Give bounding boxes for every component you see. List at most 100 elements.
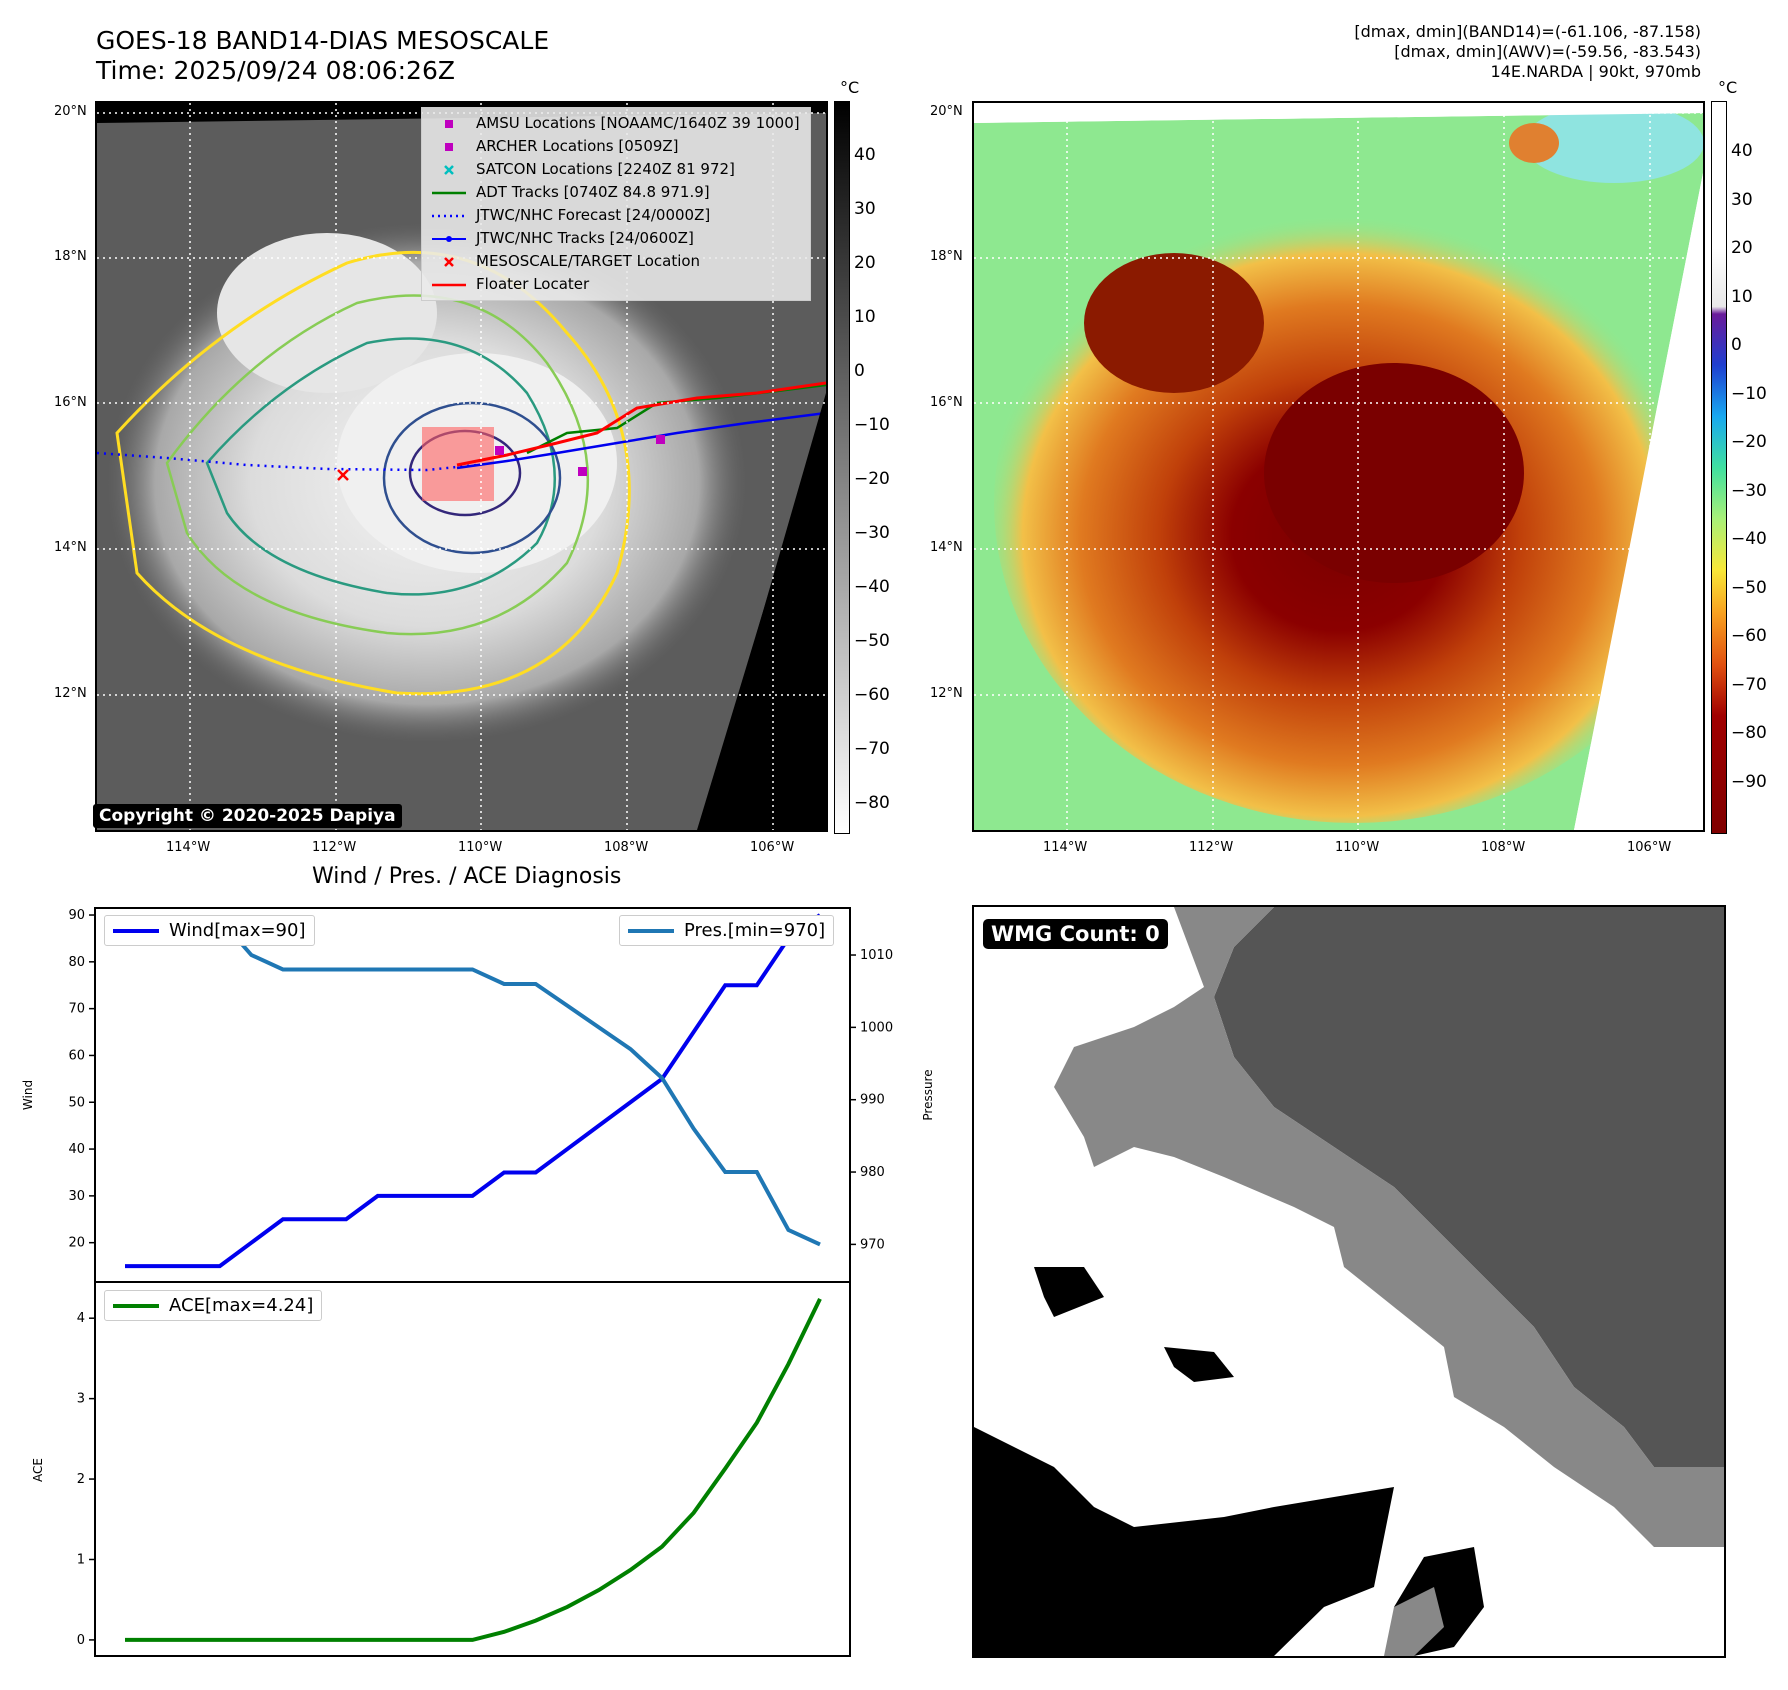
legend-item-adt: ADT Tracks [0740Z 84.8 971.9] (432, 181, 800, 204)
dot-line-icon (432, 229, 466, 249)
legend-item-archer: ARCHER Locations [0509Z] (432, 135, 800, 158)
wind-legend-label: Wind[max=90] (169, 920, 306, 941)
info-line-3: 14E.NARDA | 90kt, 970mb (1490, 62, 1701, 81)
wmg-image (974, 907, 1724, 1656)
wind-tick-label: 90 (68, 908, 85, 923)
colorbar-right-tick: −10 (1731, 384, 1767, 404)
pressure-legend: Pres.[min=970] (619, 915, 835, 946)
colorbar-right-tick: 40 (1731, 141, 1753, 161)
lat-label: 12°N (54, 686, 87, 701)
legend-item-tracks: JTWC/NHC Tracks [24/0600Z] (432, 227, 800, 250)
colorbar-left-tick: 30 (854, 199, 876, 219)
legend-label: JTWC/NHC Tracks [24/0600Z] (476, 229, 694, 247)
colorbar-left-tick: −60 (854, 685, 890, 705)
colorbar-left-tick: −50 (854, 631, 890, 651)
colorbar-right-tick: 10 (1731, 287, 1753, 307)
colorbar-left-tick: −10 (854, 415, 890, 435)
lat-label: 18°N (54, 249, 87, 264)
ace-line (125, 1298, 822, 1642)
legend-item-floater: Floater Locater (432, 273, 800, 296)
lat-label: 14°N (930, 540, 963, 555)
lon-label: 114°W (1043, 840, 1088, 855)
wind-tick-label: 30 (68, 1189, 85, 1204)
colorbar-left-tick: 20 (854, 253, 876, 273)
colorbar-left-tick: 0 (854, 361, 865, 381)
info-line-1: [dmax, dmin](BAND14)=(-61.106, -87.158) (1354, 22, 1701, 41)
pressure-tick-label: 1010 (860, 948, 893, 963)
colorbar-right-tick: −20 (1731, 432, 1767, 452)
colorbar-right-tick: 30 (1731, 190, 1753, 210)
lat-label: 16°N (54, 395, 87, 410)
colorbar-right-tick: 20 (1731, 238, 1753, 258)
wind-legend-line-icon (113, 928, 159, 933)
copyright-badge: Copyright © 2020-2025 Dapiya (93, 804, 402, 828)
colorbar-left-tick: 10 (854, 307, 876, 327)
colorbar-left-tick: −20 (854, 469, 890, 489)
track-legend: AMSU Locations [NOAAMC/1640Z 39 1000] AR… (421, 107, 811, 301)
lat-label: 20°N (930, 104, 963, 119)
pressure-legend-label: Pres.[min=970] (684, 920, 826, 941)
colorbar-left-unit: °C (840, 78, 860, 97)
legend-label: AMSU Locations [NOAAMC/1640Z 39 1000] (476, 114, 800, 132)
legend-item-satcon: SATCON Locations [2240Z 81 972] (432, 158, 800, 181)
lat-label: 20°N (54, 104, 87, 119)
pressure-tick-label: 980 (860, 1165, 885, 1180)
colorbar-right (1711, 101, 1727, 834)
wind-legend: Wind[max=90] (104, 915, 315, 946)
legend-item-amsu: AMSU Locations [NOAAMC/1640Z 39 1000] (432, 112, 800, 135)
colorbar-right-tick: 0 (1731, 335, 1742, 355)
colorbar-left-tick: −30 (854, 523, 890, 543)
lon-label: 110°W (1335, 840, 1380, 855)
line-marker-icon (432, 183, 466, 203)
figure-title: GOES-18 BAND14-DIAS MESOSCALE (96, 26, 550, 55)
colorbar-left-tick: 40 (854, 145, 876, 165)
ace-tick-label: 2 (77, 1472, 85, 1487)
wind-tick-label: 70 (68, 1002, 85, 1017)
colorbar-left (834, 101, 850, 834)
x-marker-icon (432, 160, 466, 180)
legend-label: SATCON Locations [2240Z 81 972] (476, 160, 735, 178)
lon-label: 106°W (750, 840, 795, 855)
wind-tick-label: 40 (68, 1142, 85, 1157)
legend-label: MESOSCALE/TARGET Location (476, 252, 701, 270)
colorbar-right-tick: −40 (1731, 529, 1767, 549)
legend-item-target: MESOSCALE/TARGET Location (432, 250, 800, 273)
dotted-line-icon (432, 206, 466, 226)
ace-tick-label: 3 (77, 1392, 85, 1407)
colorbar-right-tick: −80 (1731, 723, 1767, 743)
lat-label: 16°N (930, 395, 963, 410)
square-marker-icon (432, 137, 466, 157)
ace-legend-label: ACE[max=4.24] (169, 1295, 314, 1316)
legend-label: ARCHER Locations [0509Z] (476, 137, 679, 155)
lat-label: 18°N (930, 249, 963, 264)
info-line-2: [dmax, dmin](AWV)=(-59.56, -83.543) (1394, 42, 1701, 61)
pressure-axis-label: Pressure (921, 1069, 935, 1120)
awv-map-panel (972, 101, 1705, 832)
wind-pressure-axes (94, 907, 851, 1283)
colorbar-left-tick: −40 (854, 577, 890, 597)
wind-tick-label: 80 (68, 955, 85, 970)
lon-label: 112°W (1189, 840, 1234, 855)
pressure-legend-line-icon (628, 928, 674, 933)
colorbar-right-tick: −90 (1731, 772, 1767, 792)
lon-label: 114°W (166, 840, 211, 855)
colorbar-right-tick: −50 (1731, 578, 1767, 598)
lat-label: 12°N (930, 686, 963, 701)
pressure-tick-label: 970 (860, 1237, 885, 1252)
ace-tick-label: 0 (77, 1633, 85, 1648)
diagnosis-chart: 20 30 40 50 60 70 80 90 970 980 990 1000 1010 0 1 2 3 4 W… (21, 907, 935, 1657)
pressure-tick-label: 990 (860, 1093, 885, 1108)
colorbar-right-tick: −30 (1731, 481, 1767, 501)
line-marker-icon (432, 275, 466, 295)
wmg-count-badge: WMG Count: 0 (983, 919, 1168, 949)
lat-label: 14°N (54, 540, 87, 555)
wmg-panel (972, 905, 1726, 1658)
ace-tick-label: 1 (77, 1552, 85, 1567)
wind-tick-label: 20 (68, 1236, 85, 1251)
figure-time: Time: 2025/09/24 08:06:26Z (96, 56, 455, 85)
square-marker-icon (432, 114, 466, 134)
wind-line (125, 913, 822, 1269)
lon-label: 110°W (458, 840, 503, 855)
colorbar-left-tick: −80 (854, 793, 890, 813)
colorbar-right-tick: −60 (1731, 626, 1767, 646)
